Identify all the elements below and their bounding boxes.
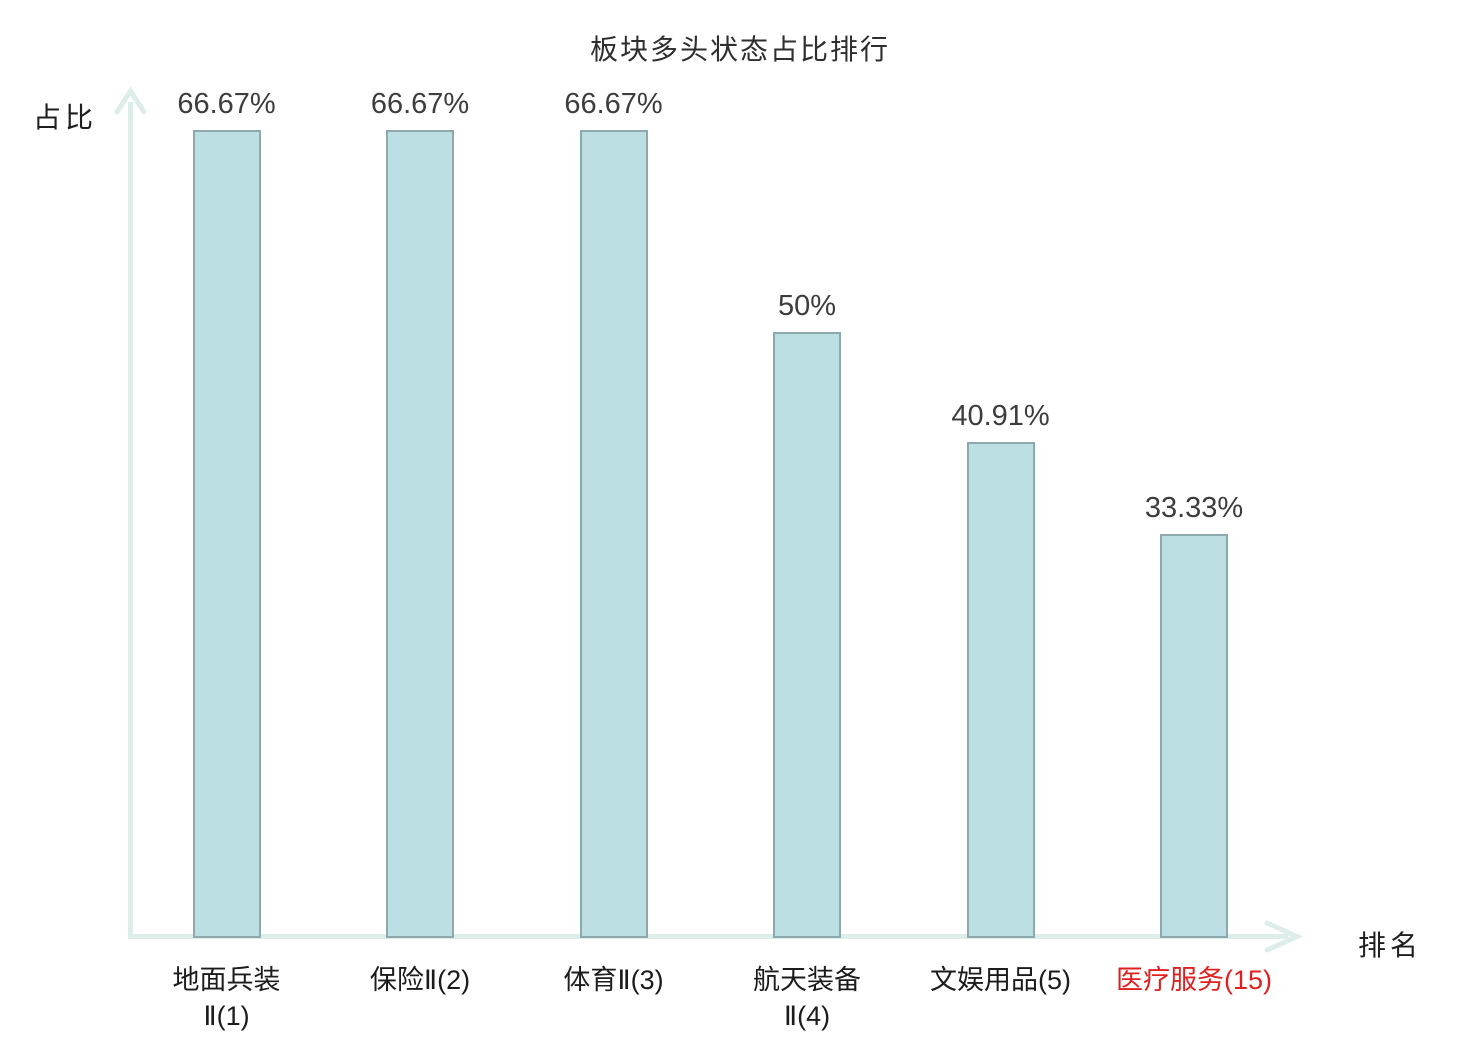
category-label: 医疗服务(15)	[1116, 962, 1272, 998]
y-axis-label: 占比	[33, 102, 98, 133]
category-label: 航天装备 Ⅱ(4)	[753, 962, 861, 1035]
bar-value-label: 66.67%	[564, 88, 663, 120]
bar-value-label: 33.33%	[1144, 492, 1244, 525]
x-axis-arrow-icon	[1264, 920, 1304, 953]
bar[interactable]	[579, 130, 648, 938]
category-label: 文娱用品(5)	[930, 962, 1071, 998]
chart-title: 板块多头状态占比排行	[589, 34, 890, 65]
category-label-line: 医疗服务(15)	[1115, 965, 1273, 995]
category-label-line: 体育Ⅱ(3)	[563, 965, 664, 995]
category-label: 体育Ⅱ(3)	[563, 962, 663, 998]
bar[interactable]	[386, 130, 454, 938]
bar[interactable]	[966, 442, 1035, 938]
category-label-line: 保险Ⅱ(2)	[369, 965, 471, 995]
bar-value-label: 66.67%	[370, 88, 470, 120]
category-label-line: Ⅱ(4)	[783, 1001, 831, 1032]
y-axis-arrow-icon	[114, 86, 147, 115]
category-label: 保险Ⅱ(2)	[370, 962, 470, 998]
category-label-line: Ⅱ(1)	[203, 1001, 250, 1032]
category-label-line: 文娱用品(5)	[930, 965, 1071, 995]
bar-value-label: 50%	[777, 290, 837, 323]
bar-value-label: 40.91%	[951, 400, 1050, 433]
bar[interactable]	[773, 332, 841, 938]
bar[interactable]	[1160, 534, 1228, 938]
bar[interactable]	[192, 130, 261, 938]
bar-value-label: 66.67%	[177, 88, 276, 120]
category-label-line: 地面兵装	[172, 965, 281, 995]
category-label-line: 航天装备	[753, 965, 861, 995]
category-label: 地面兵装 Ⅱ(1)	[173, 962, 281, 1035]
x-axis-label: 排名	[1358, 930, 1423, 961]
